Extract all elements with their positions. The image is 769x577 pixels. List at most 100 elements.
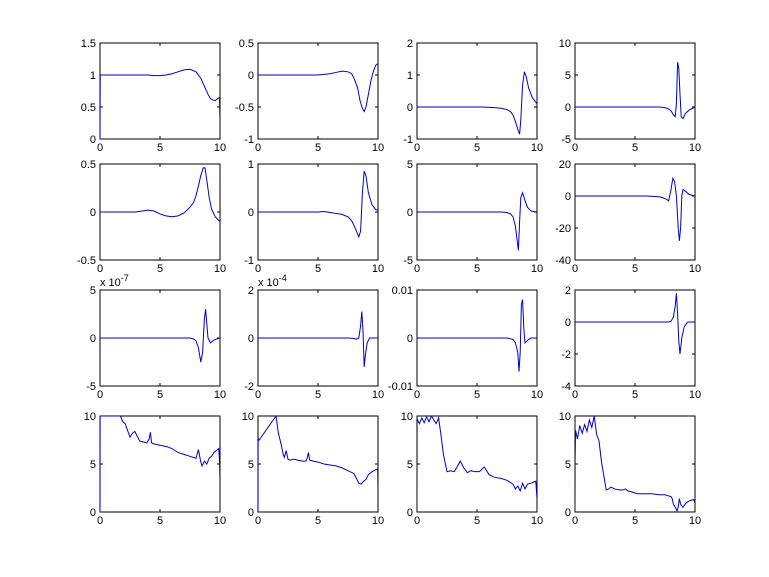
y-tick-label: -5: [403, 255, 413, 267]
series-line: [417, 299, 537, 372]
subplot-14: 0 5 10 0 5 10: [242, 411, 384, 527]
x-tick-label: 5: [632, 515, 638, 527]
y-tick-label: 10: [401, 411, 413, 423]
series-line: [100, 68, 220, 139]
x-tick-label: 0: [572, 515, 578, 527]
y-tick-label: 0: [407, 102, 413, 114]
x-tick-label: 5: [474, 263, 480, 275]
axes-box: [257, 42, 379, 140]
series-line: [575, 416, 695, 512]
y-tick-label: 0: [90, 507, 96, 519]
x-tick-label: 0: [255, 515, 261, 527]
axes-box: [257, 415, 379, 513]
y-tick-label: 5: [565, 459, 571, 471]
y-tick-label: -20: [555, 223, 571, 235]
subplot-5: 0 5 10-0.500.5: [77, 159, 226, 275]
axes-box: [99, 415, 221, 513]
y-tick-label: 0: [407, 507, 413, 519]
y-tick-label: 2: [407, 38, 413, 50]
y-tick-label: 5: [90, 285, 96, 297]
x-tick-label: 0: [572, 263, 578, 275]
series-line: [100, 309, 220, 363]
subplot-13: 0 5 10 0 5 10: [84, 411, 226, 527]
x-tick-label: 0: [255, 263, 261, 275]
y-tick-label: 0: [248, 333, 254, 345]
x-tick-label: 0: [255, 142, 261, 154]
x-tick-label: 5: [157, 515, 163, 527]
x-tick-label: 0: [97, 142, 103, 154]
x-tick-label: 10: [214, 515, 226, 527]
x-tick-label: 10: [372, 263, 384, 275]
y-tick-label: 1: [90, 70, 96, 82]
x-tick-label: 10: [372, 389, 384, 401]
x-tick-label: 10: [689, 142, 701, 154]
y-tick-label: -4: [561, 381, 571, 393]
axes-box: [99, 42, 221, 140]
x-tick-label: 0: [97, 389, 103, 401]
x-tick-label: 10: [214, 389, 226, 401]
y-tick-label: 1: [407, 70, 413, 82]
x-tick-label: 10: [689, 389, 701, 401]
x-tick-label: 0: [255, 389, 261, 401]
series-line: [258, 63, 378, 113]
subplot-15: 0 5 10 0 5 10: [401, 411, 543, 527]
y-tick-label: 2: [248, 285, 254, 297]
y-tick-label: 0: [565, 102, 571, 114]
subplot-1: 0 5 10 0 0.5 1 1.5: [81, 38, 226, 154]
subplot-2: 0 5 10 -1 -0.5 0 0.5: [235, 38, 384, 154]
x-tick-label: 0: [572, 142, 578, 154]
y-tick-label: 0: [565, 507, 571, 519]
x-tick-label: 5: [474, 389, 480, 401]
x-tick-label: 10: [531, 389, 543, 401]
y-tick-label: 1: [248, 159, 254, 171]
x-tick-label: 0: [414, 515, 420, 527]
x-tick-label: 0: [414, 263, 420, 275]
y-tick-label: 0.01: [392, 285, 413, 297]
y-tick-label: 0: [248, 507, 254, 519]
y-tick-label: 5: [407, 159, 413, 171]
y-tick-label: -2: [561, 349, 571, 361]
x-tick-label: 10: [214, 142, 226, 154]
x-tick-label: 5: [632, 389, 638, 401]
subplot-12: 0 5 10 -4 -2 0 2: [561, 285, 701, 401]
x-tick-label: 0: [572, 389, 578, 401]
y-tick-label: 1.5: [81, 38, 96, 50]
y-tick-label: 0: [407, 333, 413, 345]
y-tick-label: 2: [565, 285, 571, 297]
x-tick-label: 10: [372, 515, 384, 527]
y-tick-label: 0: [248, 70, 254, 82]
axes-box: [574, 163, 696, 261]
y-tick-label: 5: [90, 459, 96, 471]
y-tick-label: 0: [565, 317, 571, 329]
y-tick-label: 0: [565, 191, 571, 203]
y-tick-label: 5: [565, 70, 571, 82]
x-tick-label: 10: [689, 515, 701, 527]
y-tick-label: -0.5: [235, 102, 254, 114]
series-line: [100, 416, 220, 512]
x-tick-label: 10: [531, 515, 543, 527]
y-tick-label: 0.5: [81, 102, 96, 114]
subplot-7: 0 5 10-505: [403, 159, 543, 275]
axes-box: [574, 415, 696, 513]
y-tick-label: 0: [90, 333, 96, 345]
subplot-16: 0 5 10 0 5 10: [559, 411, 701, 527]
y-tick-label: 20: [559, 159, 571, 171]
series-line: [100, 167, 220, 222]
y-tick-label: 10: [84, 411, 96, 423]
y-tick-label: 0.5: [81, 159, 96, 171]
x-tick-label: 5: [315, 263, 321, 275]
series-line: [258, 311, 378, 367]
x-tick-label: 5: [474, 142, 480, 154]
y-tick-label: 0: [90, 134, 96, 146]
y-tick-label: -1: [244, 255, 254, 267]
y-tick-label: 5: [248, 459, 254, 471]
y-tick-label: -5: [86, 381, 96, 393]
y-tick-label: 0: [407, 207, 413, 219]
y-tick-label: -1: [403, 134, 413, 146]
x-tick-label: 0: [97, 515, 103, 527]
